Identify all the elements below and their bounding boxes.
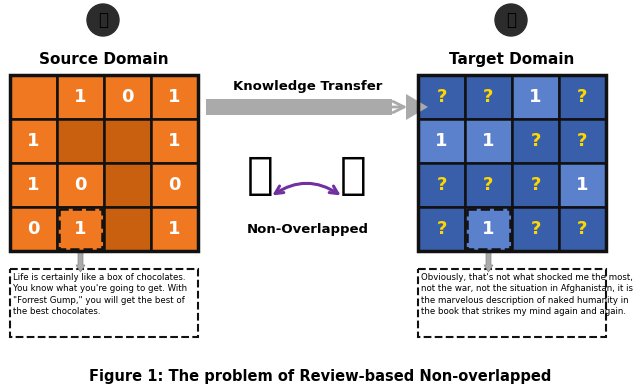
FancyArrow shape	[484, 251, 493, 272]
FancyArrowPatch shape	[275, 183, 338, 193]
Text: Non-Overlapped: Non-Overlapped	[247, 223, 369, 236]
Circle shape	[495, 4, 527, 36]
Bar	[418, 269, 606, 337]
Text: 🕴: 🕴	[340, 154, 366, 197]
Bar	[467, 209, 510, 249]
Bar	[418, 163, 465, 207]
Text: 1: 1	[529, 88, 541, 106]
Text: ?: ?	[483, 88, 493, 106]
Bar	[10, 75, 57, 119]
Text: 1: 1	[435, 132, 448, 150]
Text: Source Domain: Source Domain	[39, 52, 169, 67]
Text: 🎬: 🎬	[98, 11, 108, 29]
Text: 0: 0	[121, 88, 134, 106]
Bar	[512, 163, 559, 207]
Bar	[418, 207, 465, 251]
Text: ?: ?	[531, 220, 541, 238]
Bar	[59, 209, 102, 249]
Text: 0: 0	[28, 220, 40, 238]
Text: ?: ?	[436, 220, 447, 238]
Bar	[559, 207, 606, 251]
Bar	[151, 119, 198, 163]
Bar	[418, 75, 465, 119]
Text: ?: ?	[436, 88, 447, 106]
Bar	[10, 119, 57, 163]
Bar	[104, 119, 151, 163]
Text: Life is certainly like a box of chocolates.
You know what you're going to get. W: Life is certainly like a box of chocolat…	[13, 273, 187, 316]
FancyArrow shape	[388, 94, 428, 120]
Text: ?: ?	[577, 220, 588, 238]
Bar	[104, 75, 151, 119]
Text: ?: ?	[531, 132, 541, 150]
Bar	[465, 207, 512, 251]
Text: 1: 1	[28, 176, 40, 194]
Bar	[418, 119, 465, 163]
Bar	[10, 163, 57, 207]
Text: 1: 1	[576, 176, 589, 194]
Text: ?: ?	[436, 176, 447, 194]
Text: Knowledge Transfer: Knowledge Transfer	[234, 80, 383, 93]
Bar	[418, 75, 606, 251]
Bar	[465, 163, 512, 207]
Text: ?: ?	[483, 176, 493, 194]
Bar	[57, 119, 104, 163]
Text: 📖: 📖	[506, 11, 516, 29]
Text: ?: ?	[531, 176, 541, 194]
Bar	[559, 75, 606, 119]
Bar	[57, 207, 104, 251]
Bar	[151, 163, 198, 207]
Text: 👩: 👩	[246, 154, 273, 197]
Text: 1: 1	[74, 220, 87, 238]
Circle shape	[87, 4, 119, 36]
Bar	[10, 75, 198, 251]
Bar	[465, 119, 512, 163]
FancyArrow shape	[76, 251, 85, 272]
Text: Target Domain: Target Domain	[449, 52, 575, 67]
Text: 1: 1	[168, 132, 180, 150]
Bar	[559, 119, 606, 163]
Text: 0: 0	[74, 176, 87, 194]
Text: 1: 1	[74, 88, 87, 106]
Bar	[57, 75, 104, 119]
Text: ?: ?	[577, 88, 588, 106]
Bar	[10, 269, 198, 337]
Bar	[559, 163, 606, 207]
Bar	[151, 75, 198, 119]
Text: 1: 1	[168, 88, 180, 106]
Bar	[512, 119, 559, 163]
Text: 0: 0	[168, 176, 180, 194]
Bar	[10, 207, 57, 251]
Bar	[104, 207, 151, 251]
Text: Obviously, that's not what shocked me the most,
not the war, not the situation i: Obviously, that's not what shocked me th…	[421, 273, 633, 316]
Bar	[465, 75, 512, 119]
Bar	[104, 163, 151, 207]
Bar	[512, 75, 559, 119]
Text: 1: 1	[168, 220, 180, 238]
Text: 1: 1	[28, 132, 40, 150]
Bar	[57, 163, 104, 207]
FancyArrow shape	[206, 99, 392, 115]
Text: 1: 1	[483, 132, 495, 150]
Text: ?: ?	[577, 132, 588, 150]
Text: Figure 1: The problem of Review-based Non-overlapped: Figure 1: The problem of Review-based No…	[89, 369, 551, 385]
Bar	[151, 207, 198, 251]
Bar	[512, 207, 559, 251]
Text: 1: 1	[483, 220, 495, 238]
